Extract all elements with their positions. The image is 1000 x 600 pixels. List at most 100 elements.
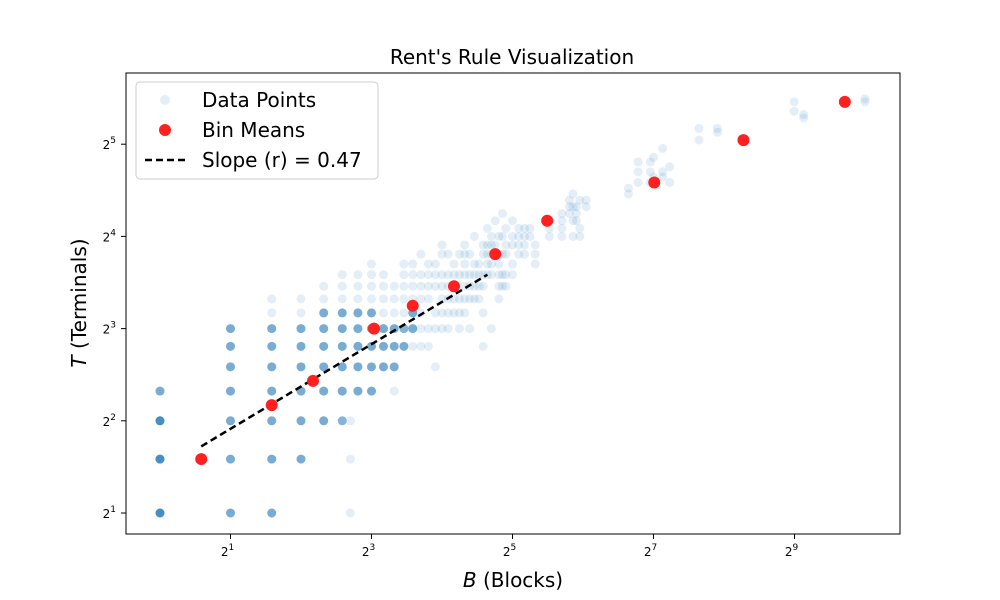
data-point [155, 454, 165, 464]
data-point [267, 508, 277, 518]
data-point [399, 308, 409, 318]
data-point [226, 454, 235, 464]
data-point [267, 386, 277, 396]
bin-mean-point [368, 322, 381, 335]
data-point [454, 249, 464, 259]
data-point [571, 209, 581, 219]
data-point [694, 124, 704, 134]
data-point [437, 308, 447, 318]
data-point [367, 386, 376, 396]
data-point [575, 223, 585, 233]
data-point [226, 324, 235, 334]
data-point [575, 195, 585, 205]
data-point [367, 294, 376, 304]
x-tick-label: 27 [644, 543, 657, 559]
data-point [155, 416, 165, 426]
data-point [568, 231, 578, 241]
x-tick-label: 23 [362, 543, 375, 559]
data-point [430, 281, 440, 291]
data-point [423, 270, 433, 280]
y-axis-label-rest: (Terminals) [67, 238, 91, 355]
data-point [789, 106, 799, 116]
data-point [482, 240, 492, 250]
data-point [353, 386, 363, 396]
data-point [623, 189, 633, 199]
data-point [423, 281, 433, 291]
data-point [530, 249, 540, 259]
slope-fit-line [200, 273, 489, 448]
data-point [460, 294, 470, 304]
data-point [267, 362, 277, 372]
y-tick-label: 24 [103, 228, 117, 244]
data-point [296, 341, 306, 351]
data-point [494, 281, 504, 291]
data-point [378, 362, 388, 372]
data-point [519, 240, 529, 250]
y-axis-label-var: T [67, 354, 91, 368]
data-point [494, 294, 504, 304]
data-point [665, 177, 675, 187]
bin-mean-point [447, 280, 460, 293]
data-point [658, 172, 668, 182]
data-point [454, 324, 464, 334]
data-point [430, 324, 440, 334]
data-point [353, 362, 363, 372]
data-point [437, 281, 447, 291]
bin-means [195, 95, 851, 466]
y-axis-label-text: T (Terminals) [67, 238, 91, 367]
data-point [860, 97, 870, 107]
data-point [564, 202, 574, 212]
data-point [437, 270, 447, 280]
x-tick-label: 21 [221, 543, 234, 559]
data-point [430, 308, 440, 318]
data-point [367, 270, 376, 280]
data-point [478, 240, 488, 250]
x-axis-label: B (Blocks) [463, 568, 563, 592]
data-point [478, 281, 488, 291]
data-point [399, 294, 409, 304]
y-tick-label: 25 [103, 136, 116, 152]
data-point [296, 324, 306, 334]
data-point [449, 308, 459, 318]
data-point [789, 97, 799, 107]
legend: Data Points Bin Means Slope (r) = 0.47 [135, 81, 379, 180]
data-point [564, 195, 574, 205]
data-point [557, 231, 567, 241]
data-point [367, 259, 376, 269]
data-point [337, 324, 347, 334]
data-point [474, 259, 484, 269]
data-point [296, 362, 306, 372]
legend-label-slope: Slope (r) = 0.47 [202, 148, 362, 172]
data-point [408, 281, 418, 291]
data-point [482, 223, 492, 233]
data-point [389, 341, 399, 351]
data-point [501, 240, 511, 250]
data-point [423, 341, 433, 351]
data-point [437, 240, 447, 250]
data-point [319, 386, 329, 396]
data-point [649, 152, 658, 162]
x-tick-label: 25 [503, 543, 516, 559]
data-point [525, 223, 535, 233]
data-point [486, 231, 496, 241]
data-point [337, 386, 347, 396]
data-point [501, 223, 511, 233]
data-point [568, 216, 578, 226]
data-point [296, 454, 306, 464]
data-point [694, 135, 704, 145]
data-point [337, 270, 347, 280]
data-point [319, 308, 329, 318]
data-point [469, 281, 479, 291]
data-point [514, 231, 524, 241]
data-point [465, 324, 475, 334]
data-point [416, 324, 426, 334]
data-point [633, 157, 643, 167]
data-point [337, 341, 347, 351]
data-point [454, 270, 464, 280]
data-point [633, 177, 643, 187]
data-point [430, 270, 440, 280]
data-point [437, 249, 447, 259]
bin-mean-point [406, 299, 419, 312]
data-point [519, 231, 529, 241]
